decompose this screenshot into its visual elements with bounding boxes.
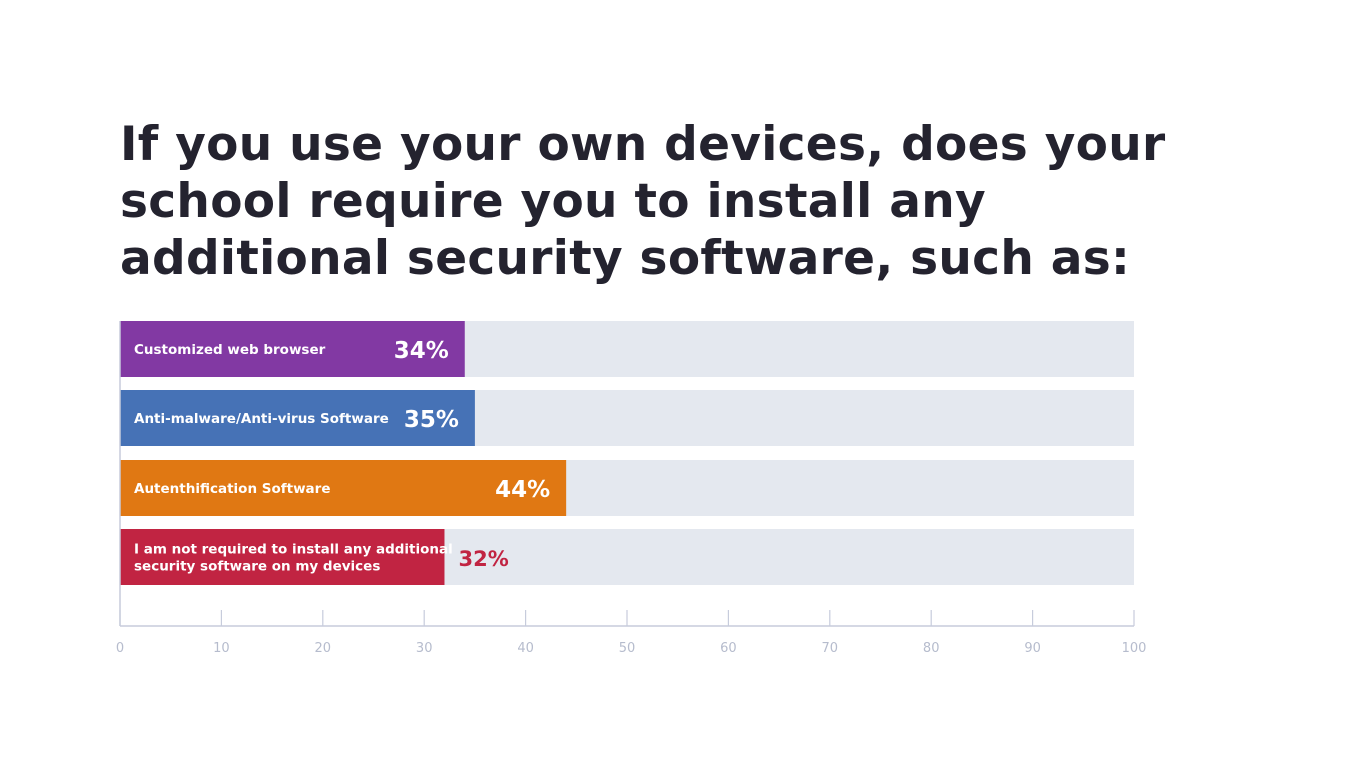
bar: [120, 321, 465, 377]
x-tick-label: 70: [822, 641, 839, 656]
chart-title: If you use your own devices, does your s…: [120, 117, 1166, 286]
value-label: 32%: [458, 547, 508, 571]
x-tick-label: 60: [720, 641, 737, 656]
x-tick-label: 90: [1024, 641, 1041, 656]
x-tick-label: 80: [923, 641, 940, 656]
x-tick-label: 100: [1122, 641, 1147, 656]
x-tick-label: 10: [213, 641, 230, 656]
value-label: 44%: [495, 477, 550, 503]
category-label: Customized web browser: [134, 342, 326, 358]
value-label: 35%: [404, 407, 459, 433]
x-tick-label: 40: [517, 641, 534, 656]
bar: [120, 390, 475, 446]
category-label: Anti-malware/Anti-virus Software: [134, 411, 389, 427]
value-label: 34%: [394, 338, 449, 364]
category-label: Autenthification Software: [134, 481, 330, 497]
category-label: I am not required to install any additio…: [134, 542, 453, 558]
bar: [120, 529, 445, 585]
x-tick-label: 50: [619, 641, 636, 656]
category-label: security software on my devices: [134, 559, 380, 575]
x-tick-label: 0: [116, 641, 124, 656]
bar: [120, 460, 567, 516]
x-tick-label: 30: [416, 641, 433, 656]
x-tick-label: 20: [315, 641, 332, 656]
